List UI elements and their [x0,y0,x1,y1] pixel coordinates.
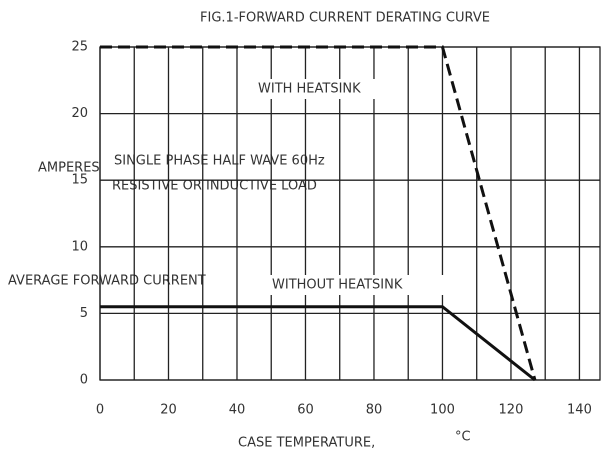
y-axis-label: AMPERES [38,161,100,176]
y-tick-label: 20 [71,106,88,121]
y-tick-label: 0 [80,373,88,388]
x-axis-unit: °C [455,430,471,445]
label-bg [270,275,462,295]
plot-border [99,46,601,381]
y-tick-label: 10 [71,239,88,254]
chart-title: FIG.1-FORWARD CURRENT DERATING CURVE [200,11,490,26]
y-tick-label: 5 [80,306,88,321]
y-tick-label: 25 [71,40,88,55]
x-tick-label: 40 [229,403,246,418]
series-label: WITHOUT HEATSINK [272,278,403,293]
y-tick-label: 15 [71,173,88,188]
x-tick-label: 20 [160,403,177,418]
x-tick-label: 60 [297,403,314,418]
x-tick-label: 0 [96,403,104,418]
annotation: RESISTIVE OR INDUCTIVE LOAD [112,179,317,194]
x-axis-label: CASE TEMPERATURE, [238,436,375,451]
x-tick-label: 100 [430,403,455,418]
series-label: WITH HEATSINK [258,82,361,97]
label-bg [258,79,406,99]
x-tick-label: 80 [366,403,383,418]
x-tick-label: 120 [499,403,524,418]
x-tick-label: 140 [567,403,592,418]
series-line [100,305,536,382]
series-line [100,45,537,381]
y-axis-label: AVERAGE FORWARD CURRENT [8,274,206,289]
annotation: SINGLE PHASE HALF WAVE 60Hz [114,154,325,169]
